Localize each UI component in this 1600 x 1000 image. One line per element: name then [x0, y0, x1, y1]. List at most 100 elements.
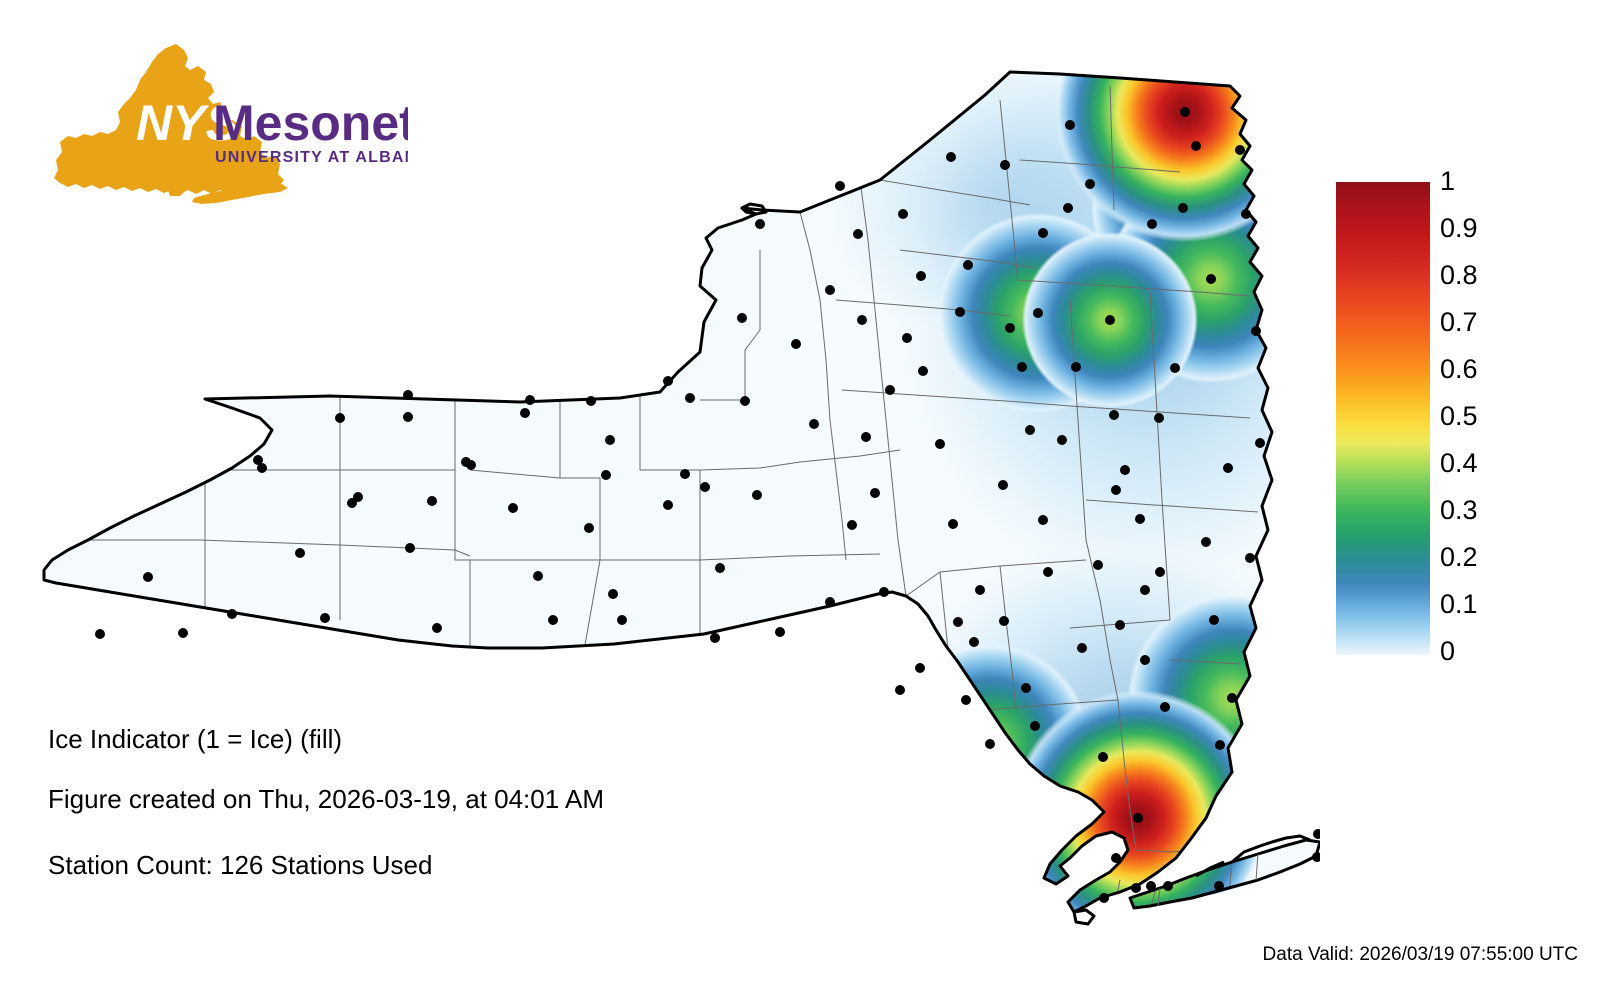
mesonet-station[interactable]	[178, 628, 188, 638]
mesonet-station[interactable]	[663, 500, 673, 510]
mesonet-station[interactable]	[1033, 308, 1043, 318]
mesonet-station[interactable]	[257, 463, 267, 473]
mesonet-station[interactable]	[1025, 425, 1035, 435]
mesonet-station[interactable]	[861, 432, 871, 442]
mesonet-station[interactable]	[405, 543, 415, 553]
mesonet-station[interactable]	[605, 435, 615, 445]
mesonet-station[interactable]	[685, 393, 695, 403]
mesonet-station[interactable]	[1071, 362, 1081, 372]
mesonet-station[interactable]	[1043, 567, 1053, 577]
mesonet-station[interactable]	[143, 572, 153, 582]
mesonet-station[interactable]	[1021, 683, 1031, 693]
mesonet-station[interactable]	[898, 209, 908, 219]
mesonet-station[interactable]	[835, 181, 845, 191]
mesonet-station[interactable]	[617, 615, 627, 625]
mesonet-station[interactable]	[586, 396, 596, 406]
mesonet-station[interactable]	[320, 613, 330, 623]
mesonet-station[interactable]	[1245, 553, 1255, 563]
mesonet-station[interactable]	[1146, 881, 1156, 891]
mesonet-station[interactable]	[253, 455, 263, 465]
mesonet-station[interactable]	[918, 366, 928, 376]
mesonet-station[interactable]	[403, 390, 413, 400]
mesonet-station[interactable]	[1209, 615, 1219, 625]
mesonet-station[interactable]	[755, 219, 765, 229]
mesonet-station[interactable]	[916, 271, 926, 281]
mesonet-station[interactable]	[1005, 323, 1015, 333]
mesonet-station[interactable]	[525, 395, 535, 405]
mesonet-station[interactable]	[791, 339, 801, 349]
mesonet-station[interactable]	[680, 469, 690, 479]
mesonet-station[interactable]	[1155, 567, 1165, 577]
mesonet-station[interactable]	[969, 637, 979, 647]
mesonet-station[interactable]	[915, 663, 925, 673]
mesonet-station[interactable]	[1109, 410, 1119, 420]
mesonet-station[interactable]	[775, 627, 785, 637]
mesonet-station[interactable]	[961, 695, 971, 705]
mesonet-station[interactable]	[1312, 852, 1320, 862]
mesonet-station[interactable]	[1038, 515, 1048, 525]
mesonet-station[interactable]	[1135, 514, 1145, 524]
mesonet-station[interactable]	[857, 315, 867, 325]
mesonet-station[interactable]	[1017, 362, 1027, 372]
mesonet-station[interactable]	[1131, 883, 1141, 893]
mesonet-station[interactable]	[1000, 160, 1010, 170]
mesonet-station[interactable]	[1063, 203, 1073, 213]
mesonet-station[interactable]	[1180, 107, 1190, 117]
mesonet-station[interactable]	[715, 563, 725, 573]
mesonet-station[interactable]	[1038, 228, 1048, 238]
mesonet-station[interactable]	[1241, 209, 1251, 219]
mesonet-station[interactable]	[1313, 829, 1320, 839]
mesonet-station[interactable]	[825, 285, 835, 295]
mesonet-station[interactable]	[1140, 585, 1150, 595]
mesonet-station[interactable]	[1227, 693, 1237, 703]
mesonet-station[interactable]	[885, 385, 895, 395]
mesonet-station[interactable]	[737, 313, 747, 323]
mesonet-station[interactable]	[663, 376, 673, 386]
mesonet-station[interactable]	[740, 396, 750, 406]
mesonet-station[interactable]	[1147, 219, 1157, 229]
mesonet-station[interactable]	[1178, 203, 1188, 213]
mesonet-station[interactable]	[955, 307, 965, 317]
mesonet-station[interactable]	[1235, 145, 1245, 155]
mesonet-station[interactable]	[809, 419, 819, 429]
mesonet-station[interactable]	[533, 571, 543, 581]
mesonet-station[interactable]	[1223, 463, 1233, 473]
mesonet-station[interactable]	[975, 585, 985, 595]
mesonet-station[interactable]	[466, 460, 476, 470]
mesonet-station[interactable]	[1115, 620, 1125, 630]
mesonet-station[interactable]	[700, 482, 710, 492]
mesonet-station[interactable]	[870, 488, 880, 498]
mesonet-station[interactable]	[948, 519, 958, 529]
mesonet-station[interactable]	[752, 490, 762, 500]
mesonet-station[interactable]	[601, 470, 611, 480]
mesonet-station[interactable]	[608, 589, 618, 599]
mesonet-station[interactable]	[1215, 740, 1225, 750]
mesonet-station[interactable]	[1093, 560, 1103, 570]
mesonet-station[interactable]	[825, 597, 835, 607]
mesonet-station[interactable]	[1191, 141, 1201, 151]
mesonet-station[interactable]	[1099, 893, 1109, 903]
mesonet-station[interactable]	[1105, 315, 1115, 325]
mesonet-station[interactable]	[1065, 120, 1075, 130]
mesonet-station[interactable]	[347, 498, 357, 508]
mesonet-station[interactable]	[1251, 326, 1261, 336]
mesonet-station[interactable]	[508, 503, 518, 513]
mesonet-station[interactable]	[1206, 274, 1216, 284]
mesonet-station[interactable]	[946, 152, 956, 162]
mesonet-station[interactable]	[432, 623, 442, 633]
mesonet-station[interactable]	[403, 412, 413, 422]
mesonet-station[interactable]	[1140, 655, 1150, 665]
mesonet-station[interactable]	[1077, 643, 1087, 653]
mesonet-station[interactable]	[548, 615, 558, 625]
mesonet-station[interactable]	[1085, 179, 1095, 189]
mesonet-station[interactable]	[295, 548, 305, 558]
mesonet-station[interactable]	[427, 496, 437, 506]
mesonet-station[interactable]	[895, 685, 905, 695]
mesonet-station[interactable]	[847, 520, 857, 530]
mesonet-station[interactable]	[710, 633, 720, 643]
mesonet-station[interactable]	[902, 333, 912, 343]
mesonet-station[interactable]	[935, 439, 945, 449]
mesonet-station[interactable]	[584, 523, 594, 533]
mesonet-station[interactable]	[1111, 853, 1121, 863]
mesonet-station[interactable]	[1163, 881, 1173, 891]
